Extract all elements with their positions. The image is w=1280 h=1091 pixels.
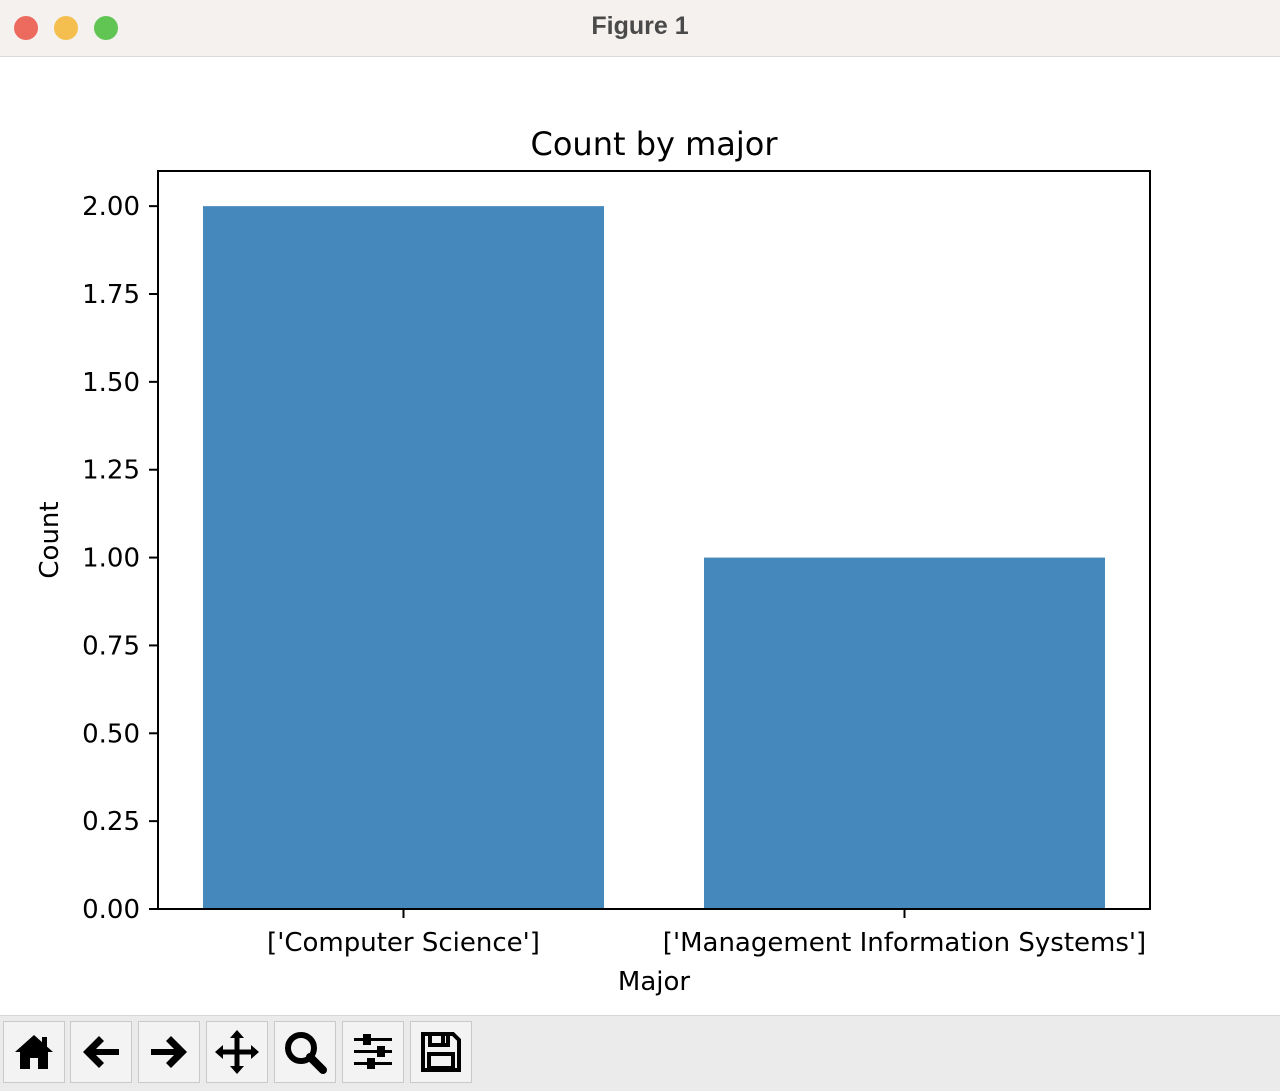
y-tick-label: 1.50 [82,368,140,398]
home-button[interactable] [3,1021,65,1083]
y-tick-label: 0.25 [82,807,140,837]
y-tick-label: 0.50 [82,719,140,749]
y-tick-label: 2.00 [82,192,140,222]
minimize-window-button[interactable] [54,16,78,40]
home-icon [15,1035,53,1069]
y-tick-label: 0.75 [82,631,140,661]
pan-button[interactable] [206,1021,268,1083]
back-button[interactable] [70,1021,132,1083]
x-tick-label: ['Management Information Systems'] [663,928,1146,958]
x-tick-label: ['Computer Science'] [267,928,540,958]
forward-arrow-icon [151,1036,187,1068]
y-tick-label: 1.25 [82,456,140,486]
x-axis: ['Computer Science'] ['Management Informa… [267,909,1146,958]
close-window-button[interactable] [14,16,38,40]
chart-title: Count by major [530,125,778,163]
navigation-toolbar [0,1015,1280,1091]
save-button[interactable] [410,1021,472,1083]
configure-subplots-button[interactable] [342,1021,404,1083]
configure-subplots-icon [354,1034,392,1069]
title-bar: Figure 1 [0,0,1280,57]
maximize-window-button[interactable] [94,16,118,40]
bars-group [203,206,1105,910]
y-axis: 0.00 0.25 0.50 0.75 1.00 1.25 1.50 1.75 2.00 [82,192,158,925]
y-tick-label: 0.00 [82,895,140,925]
forward-button[interactable] [138,1021,200,1083]
zoom-button[interactable] [274,1021,336,1083]
zoom-icon [285,1032,327,1074]
y-tick-label: 1.00 [82,544,140,574]
axes-frame [157,170,1151,910]
back-arrow-icon [83,1036,119,1068]
bar-1 [704,557,1105,909]
figure-canvas[interactable]: 0.00 0.25 0.50 0.75 1.00 1.25 1.50 1.75 2.00 ['C… [0,57,1280,1015]
x-axis-label: Major [618,967,690,997]
pan-icon [215,1030,259,1074]
save-icon [421,1032,461,1072]
y-axis-label: Count [35,501,65,578]
window-title: Figure 1 [591,12,689,40]
bar-chart: 0.00 0.25 0.50 0.75 1.00 1.25 1.50 1.75 2.00 ['C… [35,125,1151,997]
bar-0 [203,206,604,910]
y-tick-label: 1.75 [82,280,140,310]
